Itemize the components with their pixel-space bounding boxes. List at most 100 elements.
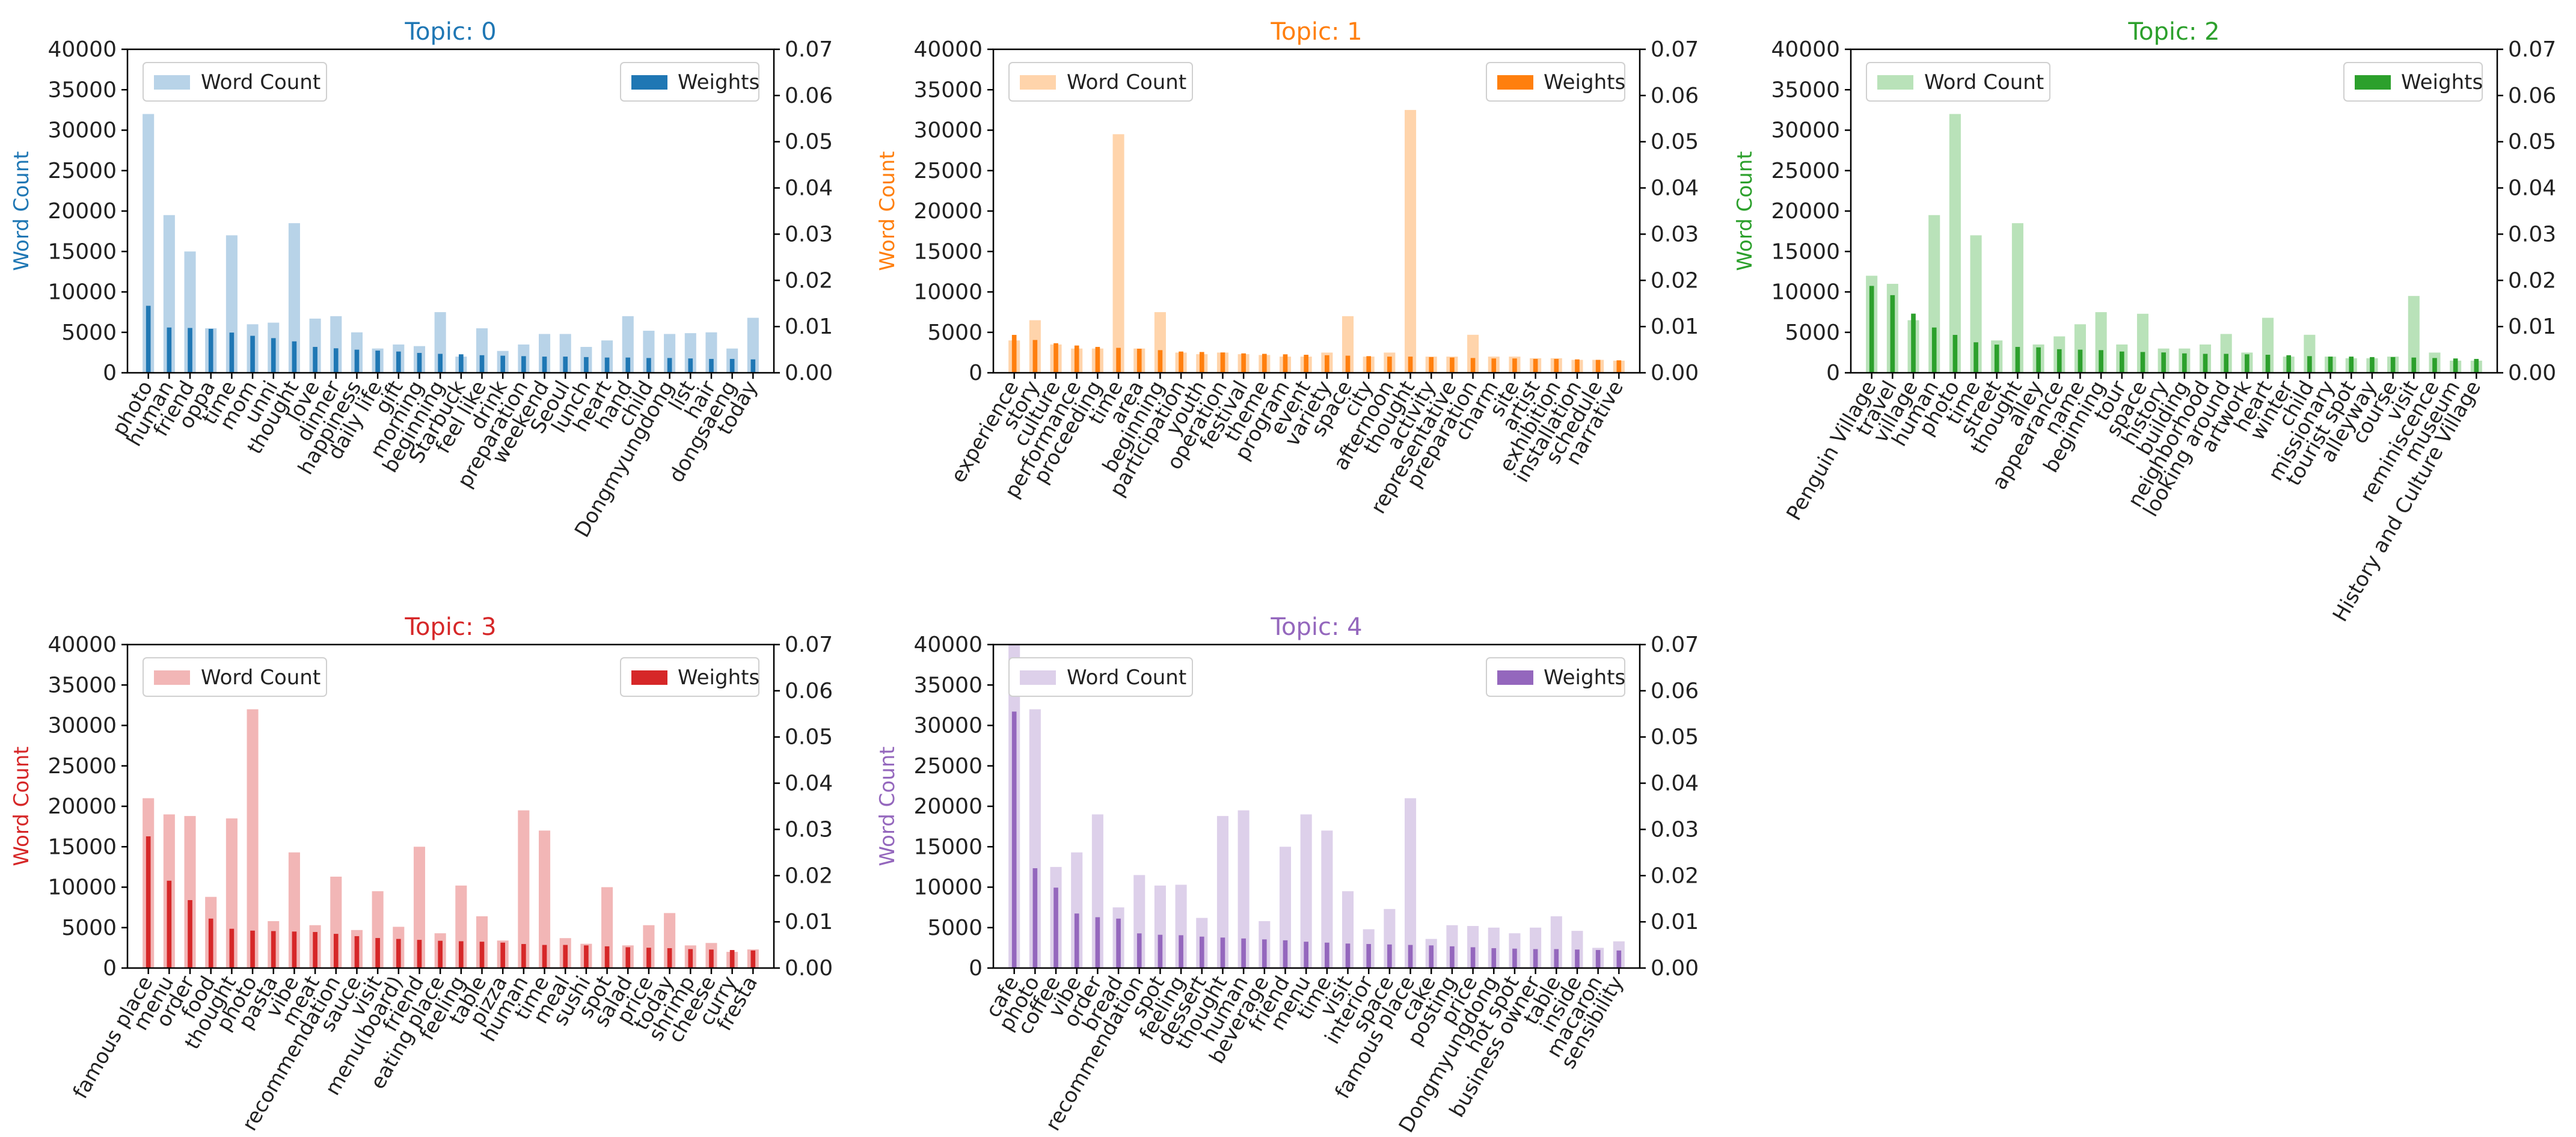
legend-swatch-word-count <box>154 670 190 685</box>
legend-swatch-weights <box>1497 75 1533 90</box>
y2-tick-label: 0.01 <box>785 314 833 339</box>
y2-tick-label: 0.02 <box>1651 863 1699 888</box>
legend-frame <box>1486 657 1625 697</box>
weight-bar <box>1199 352 1204 373</box>
y2-tick-label: 0.05 <box>1651 725 1699 750</box>
word-count-bar <box>225 235 238 373</box>
weight-bar <box>1931 327 1937 373</box>
chart-title: Topic: 4 <box>1270 613 1362 641</box>
y-tick-label: 10000 <box>1771 280 1840 305</box>
weight-bar <box>271 931 276 968</box>
weight-bar <box>2265 355 2271 373</box>
legend-label-weights: Weights <box>1544 666 1625 690</box>
word-count-bar <box>664 913 676 968</box>
weight-bar <box>2056 349 2062 373</box>
legend-weights: Weights <box>1486 657 1625 697</box>
legend-label-word-count: Word Count <box>201 666 320 690</box>
weight-bar <box>2203 354 2208 373</box>
word-count-bar <box>247 709 259 968</box>
weight-bar <box>2182 353 2187 373</box>
weight-bar <box>2349 357 2354 373</box>
chart-panel-2: Topic: 2 0 5000 10000 15000 20000 25000 30000 35… <box>1733 18 2556 626</box>
weight-bar <box>1053 887 1058 968</box>
word-count-bar <box>476 328 488 373</box>
y-axis-label: Word Count <box>876 151 900 271</box>
weight-bar <box>500 942 506 968</box>
weight-bar <box>354 936 360 968</box>
word-count-bar <box>184 816 196 968</box>
legend-weights: Weights <box>620 62 759 102</box>
y-tick-label: 20000 <box>913 199 983 224</box>
weight-bar <box>313 932 317 968</box>
word-count-bar <box>184 251 196 373</box>
weight-bar <box>1220 352 1225 373</box>
y-tick-label: 30000 <box>913 118 983 143</box>
legend-weights: Weights <box>1486 62 1625 102</box>
word-count-bar <box>413 847 426 968</box>
weight-bar <box>2286 355 2292 373</box>
y2-tick-label: 0.07 <box>785 633 833 657</box>
legend-frame <box>1866 62 2050 102</box>
weight-bar <box>250 930 255 968</box>
weight-bar <box>2390 357 2396 373</box>
weight-bar <box>2328 357 2333 373</box>
legend-word-count: Word Count <box>143 62 327 102</box>
weight-bar <box>2036 347 2041 373</box>
y-axis-label: Word Count <box>1733 151 1757 271</box>
y-tick-label: 5000 <box>927 320 983 345</box>
legend-word-count: Word Count <box>1008 657 1193 697</box>
word-count-bar <box>1321 830 1333 968</box>
weight-bar <box>396 351 401 373</box>
weight-bar <box>1325 942 1329 968</box>
weight-bar <box>146 836 151 968</box>
y-tick-label: 5000 <box>61 320 117 345</box>
weight-bar <box>729 950 735 968</box>
chart-title: Topic: 0 <box>404 18 496 46</box>
y2-tick-label: 0.00 <box>2508 361 2556 385</box>
y-tick-label: 15000 <box>48 835 117 859</box>
y2-tick-label: 0.04 <box>1651 176 1699 201</box>
y2-tick-label: 0.03 <box>785 222 833 247</box>
weight-bar <box>667 358 672 373</box>
weight-bar <box>1011 711 1017 968</box>
y2-tick-label: 0.06 <box>1651 84 1699 108</box>
weight-bar <box>459 354 464 373</box>
y2-tick-label: 0.02 <box>785 863 833 888</box>
legend-swatch-word-count <box>1877 75 1913 90</box>
word-count-bar <box>1216 816 1228 968</box>
weight-bar <box>1575 949 1580 968</box>
weight-bar <box>1512 358 1517 373</box>
y2-tick-label: 0.07 <box>785 37 833 62</box>
y-axis-label: Word Count <box>10 151 34 271</box>
y-tick-label: 35000 <box>48 673 117 697</box>
y2-tick-label: 0.01 <box>1651 910 1699 934</box>
weight-bar <box>1304 942 1308 968</box>
word-count-bar <box>664 334 676 373</box>
legend-label-word-count: Word Count <box>201 70 320 94</box>
weight-bar <box>1032 868 1038 968</box>
weight-bar <box>292 931 297 968</box>
legend-swatch-word-count <box>1020 670 1056 685</box>
legend-frame <box>620 62 759 102</box>
y2-tick-label: 0.04 <box>785 771 833 796</box>
weight-bar <box>375 938 380 968</box>
word-count-bar <box>601 340 613 373</box>
y2-tick-label: 0.03 <box>785 817 833 842</box>
weight-bar <box>1387 944 1392 968</box>
legend-swatch-weights <box>631 75 667 90</box>
weight-bar <box>1241 938 1246 968</box>
weight-bar <box>604 946 610 968</box>
weight-bar <box>271 338 276 373</box>
weight-bar <box>229 333 235 373</box>
weight-bar <box>1116 918 1121 968</box>
weight-bar <box>2411 357 2417 373</box>
weight-bar <box>563 357 568 373</box>
weight-bar <box>1136 349 1142 373</box>
weight-bar <box>1283 354 1288 373</box>
x-tick-label: famous place <box>69 972 158 1103</box>
word-count-bar <box>1530 927 1542 968</box>
word-count-bar <box>1112 134 1124 373</box>
chart-panel-4: Topic: 4 0 5000 10000 15000 20000 25000 30000 35… <box>876 613 1699 1137</box>
weight-bar <box>417 352 422 373</box>
